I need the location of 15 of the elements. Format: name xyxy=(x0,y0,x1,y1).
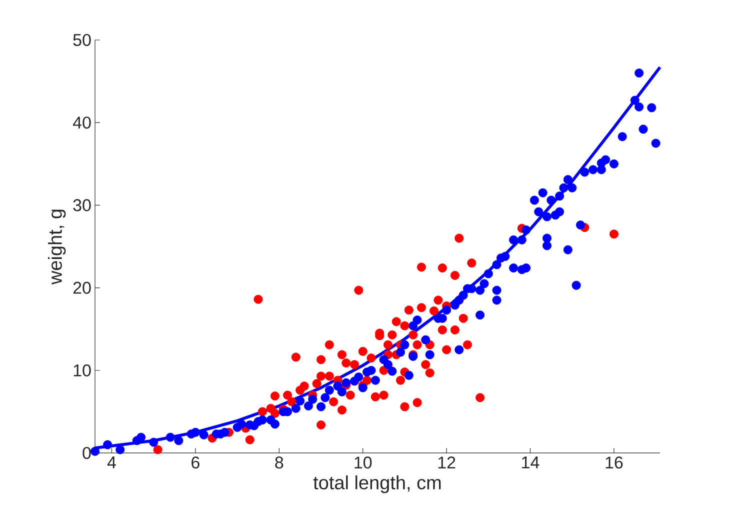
x-tick-label: 16 xyxy=(606,456,623,469)
x-tick-label: 14 xyxy=(522,456,540,468)
y-tick-label: 30 xyxy=(73,199,91,212)
y-tick-label: 50 xyxy=(73,34,91,46)
x-axis-title: total length, cm xyxy=(313,475,441,494)
y-tick-label: 40 xyxy=(72,116,91,129)
x-tick-label: 6 xyxy=(192,456,200,469)
y-tick-label: 0 xyxy=(82,446,91,460)
x-tick-label: 4 xyxy=(107,456,116,468)
y-tick-label: 20 xyxy=(73,282,91,294)
y-tick-label: 10 xyxy=(74,364,91,376)
x-tick-label: 10 xyxy=(354,456,372,469)
x-tick-label: 8 xyxy=(275,456,284,469)
y-axis-title: weight, g xyxy=(48,210,66,285)
x-tick-label: 12 xyxy=(438,456,456,468)
